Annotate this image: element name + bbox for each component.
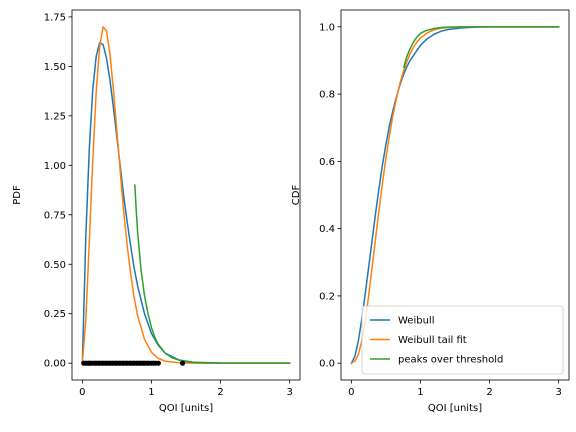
x-tick-label: 0 — [348, 387, 354, 398]
x-axis-label: QOI [units] — [428, 403, 482, 414]
y-tick-label: 0.2 — [319, 291, 335, 302]
sample-point — [179, 360, 186, 366]
plot-area — [72, 10, 300, 380]
legend-box — [361, 305, 564, 375]
pdf-panel: 0 1 2 3 0.00 0.25 0.50 0.75 1.00 1.25 1.50 1.75 QOI … — [12, 9, 301, 414]
x-tick-label: 3 — [555, 387, 561, 398]
y-axis-label: CDF — [291, 185, 302, 206]
x-tick-label: 1 — [417, 387, 423, 398]
x-tick-label: 1 — [148, 387, 154, 398]
y-tick-label: 1.00 — [44, 161, 66, 172]
y-tick-label: 0.50 — [44, 260, 66, 271]
y-tick-label: 0.75 — [44, 210, 66, 221]
y-tick-label: 0.25 — [44, 309, 66, 320]
y-tick-label: 0.8 — [319, 90, 335, 101]
series-line-2 — [134, 184, 291, 364]
y-tick-label: 1.25 — [44, 111, 66, 122]
cdf-panel: 0 1 2 3 0.0 0.2 0.4 0.6 0.8 1.0 QOI [units] CDF Weib… — [291, 9, 570, 414]
y-tick-label: 1.0 — [319, 22, 335, 33]
x-tick-label: 0 — [79, 387, 85, 398]
y-tick-label: 0.00 — [44, 359, 66, 370]
series-line-1 — [81, 26, 291, 364]
y-tick-label: 1.75 — [44, 12, 66, 23]
x-tick-label: 3 — [286, 387, 292, 398]
x-axis-label: QOI [units] — [159, 403, 213, 414]
axes-frame — [340, 9, 570, 381]
legend: Weibull Weibull tail fit peaks over thresh… — [361, 305, 564, 375]
legend-entry-label: peaks over threshold — [398, 355, 503, 366]
y-axis-label: PDF — [12, 185, 23, 205]
sample-point — [155, 360, 161, 366]
y-tick-label: 0.4 — [319, 224, 335, 235]
x-tick-label: 2 — [217, 387, 223, 398]
y-tick-label: 1.50 — [44, 62, 66, 73]
axes-frame — [71, 9, 301, 381]
legend-entry-label: Weibull tail fit — [398, 335, 467, 346]
series-line-2 — [402, 26, 560, 69]
y-tick-label: 0.6 — [319, 157, 335, 168]
x-tick-label: 2 — [486, 387, 492, 398]
legend-entry-label: Weibull — [398, 316, 434, 327]
y-tick-label: 0.0 — [319, 359, 335, 370]
